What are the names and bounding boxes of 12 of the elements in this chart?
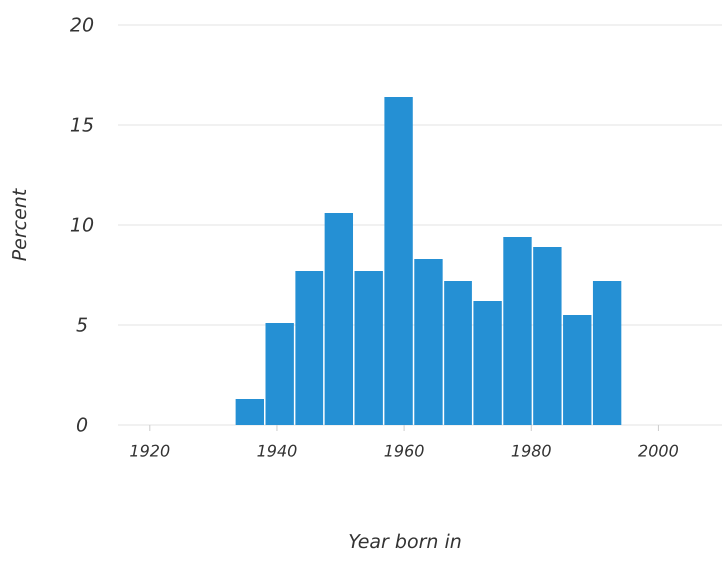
x-tick-label: 1960 bbox=[384, 442, 424, 461]
y-tick-label: 20 bbox=[70, 14, 94, 37]
y-axis-title: Percent bbox=[9, 187, 31, 262]
x-tick-label: 1940 bbox=[256, 442, 298, 461]
x-tick-label: 2000 bbox=[638, 442, 679, 461]
x-axis-title: Year born in bbox=[348, 531, 462, 553]
y-tick-label: 5 bbox=[76, 314, 88, 337]
y-tick-label: 0 bbox=[76, 414, 88, 437]
y-tick-label: 10 bbox=[70, 214, 94, 237]
x-tick-label: 1980 bbox=[510, 442, 552, 461]
y-tick-label: 15 bbox=[70, 114, 94, 137]
x-tick-label: 1920 bbox=[129, 442, 170, 461]
